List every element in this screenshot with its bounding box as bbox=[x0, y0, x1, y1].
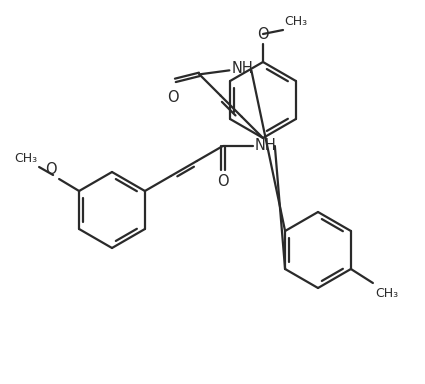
Text: NH: NH bbox=[231, 61, 253, 76]
Text: NH: NH bbox=[255, 139, 277, 154]
Text: O: O bbox=[167, 90, 179, 105]
Text: CH₃: CH₃ bbox=[375, 287, 398, 300]
Text: O: O bbox=[257, 27, 269, 42]
Text: O: O bbox=[217, 174, 229, 189]
Text: O: O bbox=[45, 162, 57, 177]
Text: CH₃: CH₃ bbox=[14, 152, 37, 165]
Text: CH₃: CH₃ bbox=[284, 15, 307, 28]
